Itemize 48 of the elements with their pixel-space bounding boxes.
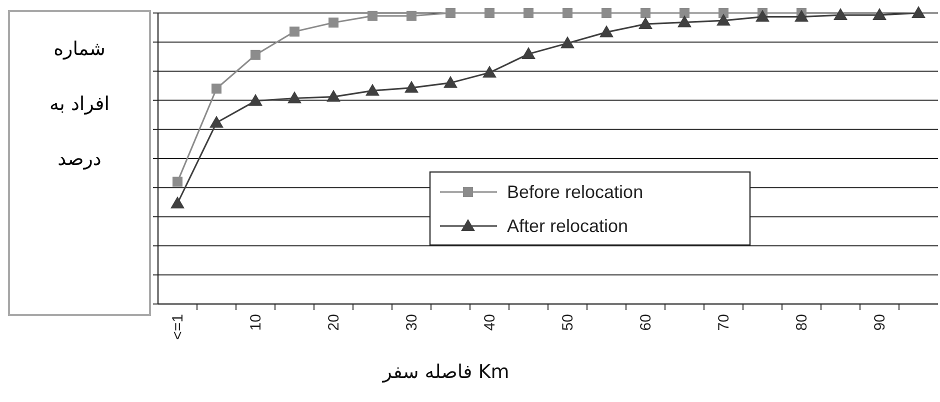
x-tick-label: 30 bbox=[404, 314, 420, 331]
point bbox=[328, 18, 338, 28]
point bbox=[366, 84, 380, 96]
x-tick-label: 50 bbox=[560, 314, 576, 331]
point bbox=[560, 36, 574, 48]
text: شماره افراد به درصد bbox=[49, 38, 110, 170]
legend-label: Before relocation bbox=[507, 182, 644, 202]
point bbox=[522, 47, 536, 60]
x-axis-title: فاصله سفر Km bbox=[382, 361, 510, 383]
point bbox=[170, 196, 184, 208]
point bbox=[794, 10, 808, 22]
point bbox=[288, 91, 302, 104]
point bbox=[600, 25, 614, 38]
x-tick-label: 90 bbox=[872, 314, 888, 331]
point bbox=[640, 8, 650, 18]
point bbox=[872, 8, 886, 20]
point bbox=[524, 8, 534, 18]
point bbox=[638, 17, 652, 30]
point bbox=[444, 76, 458, 88]
point bbox=[484, 8, 494, 18]
point bbox=[250, 50, 260, 60]
point bbox=[756, 10, 770, 22]
x-tick-label: 60 bbox=[638, 314, 654, 331]
point bbox=[172, 176, 182, 187]
point bbox=[562, 8, 572, 18]
point bbox=[326, 90, 340, 102]
point bbox=[482, 66, 496, 78]
point bbox=[404, 80, 418, 93]
point bbox=[834, 8, 848, 20]
point bbox=[406, 10, 416, 21]
x-tick-label: 70 bbox=[716, 314, 732, 331]
x-tick-label: 20 bbox=[326, 314, 342, 331]
x-tick-label: <=1 bbox=[170, 314, 186, 340]
point bbox=[912, 6, 926, 18]
legend-label: After relocation bbox=[507, 216, 628, 236]
point bbox=[290, 26, 300, 37]
x-tick-label: 10 bbox=[248, 314, 264, 331]
point bbox=[368, 10, 378, 21]
point bbox=[716, 14, 730, 26]
point bbox=[678, 15, 692, 28]
x-tick-label: 40 bbox=[482, 314, 498, 331]
point bbox=[248, 94, 262, 106]
point bbox=[680, 8, 690, 18]
point bbox=[602, 8, 612, 18]
x-tick-label: 80 bbox=[794, 314, 810, 331]
point bbox=[446, 8, 456, 18]
point bbox=[212, 84, 222, 94]
point bbox=[210, 116, 224, 128]
